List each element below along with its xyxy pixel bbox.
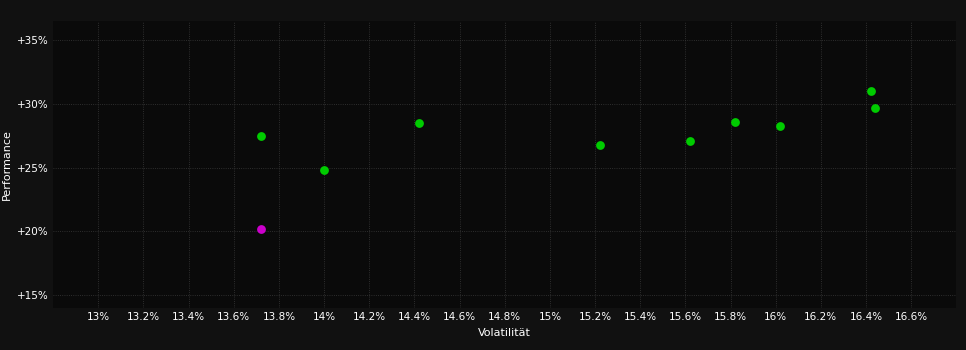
- Point: [592, 142, 608, 148]
- Point: [727, 119, 743, 125]
- Y-axis label: Performance: Performance: [2, 129, 12, 200]
- X-axis label: Volatilität: Volatilität: [478, 328, 531, 338]
- Point: [253, 133, 269, 139]
- Point: [863, 88, 878, 94]
- Point: [253, 226, 269, 232]
- Point: [867, 105, 883, 111]
- Point: [773, 123, 788, 128]
- Point: [412, 120, 427, 126]
- Point: [316, 167, 331, 173]
- Point: [682, 138, 697, 144]
